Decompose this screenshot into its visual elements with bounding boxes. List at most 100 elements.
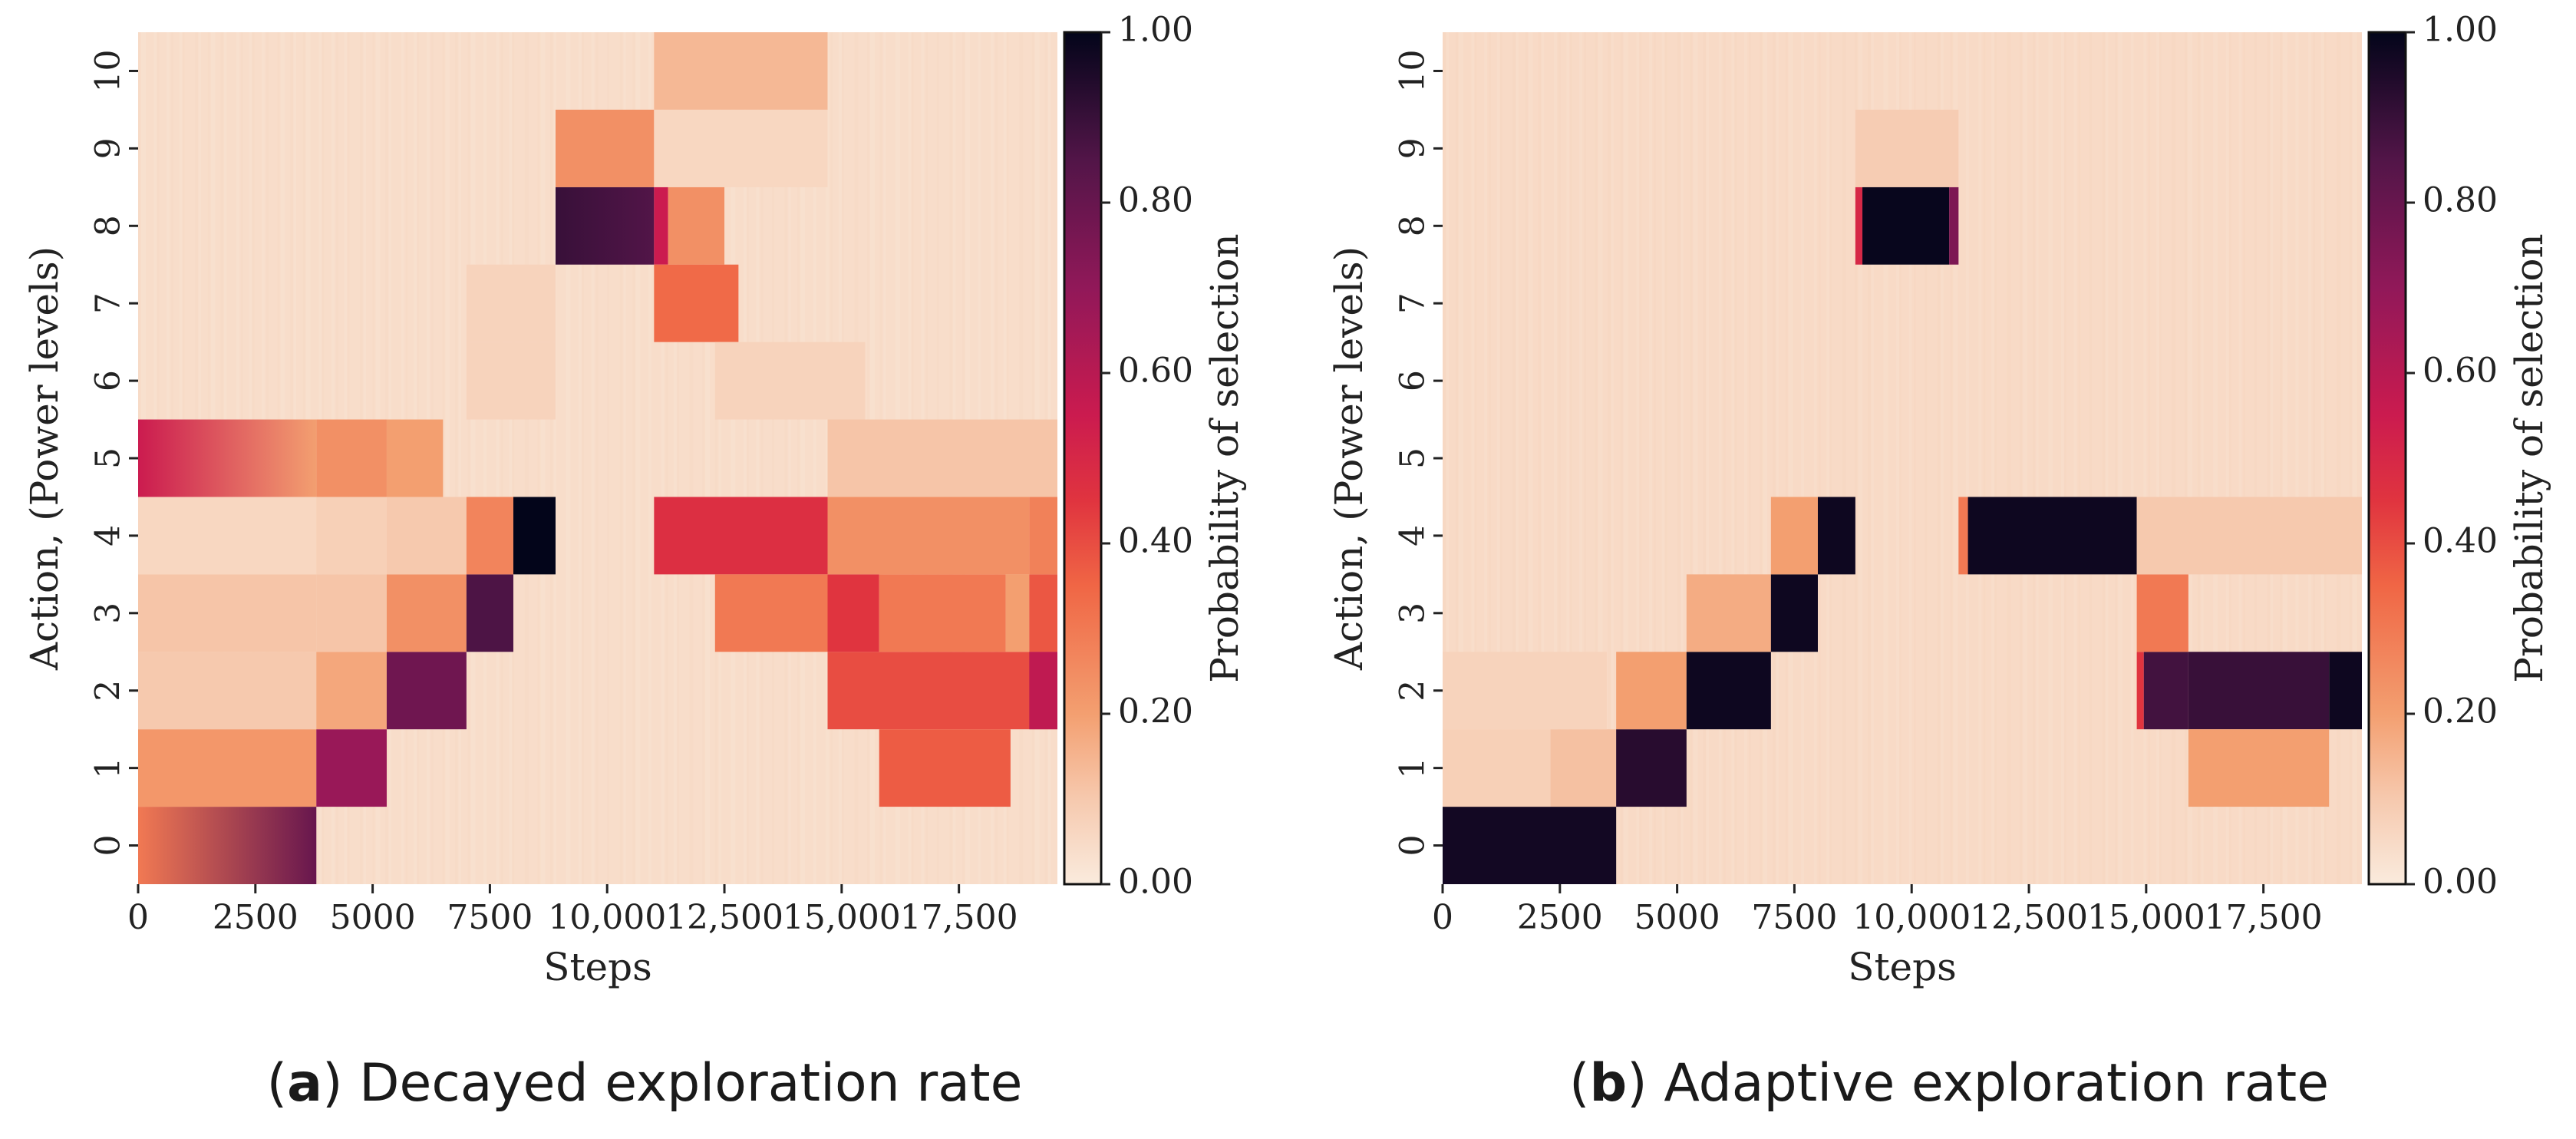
texture-streak (1446, 32, 1450, 884)
texture-streak (1677, 32, 1681, 884)
y-axis-label: Action, (Power levels) (22, 246, 67, 671)
texture-streak (499, 32, 503, 884)
y-tick-label: 8 (1394, 215, 1433, 236)
texture-streak (1579, 32, 1585, 884)
heatmap-cell (138, 729, 317, 807)
texture-streak (1746, 32, 1751, 884)
texture-streak (524, 32, 529, 884)
texture-streak (784, 32, 789, 884)
texture-streak (1981, 32, 1986, 884)
texture-streak (674, 32, 678, 884)
texture-streak (1950, 32, 1953, 884)
heatmap-cell (466, 574, 513, 652)
heatmap-cell (386, 419, 444, 497)
heatmap-cell (654, 497, 828, 575)
texture-streak (1623, 32, 1628, 884)
texture-streak (1528, 32, 1533, 884)
colorbar-tick-label: 0.40 (2423, 522, 2498, 561)
texture-streak (1487, 32, 1491, 884)
heatmap-cell (879, 574, 1006, 652)
texture-streak (591, 32, 596, 884)
texture-streak (2254, 32, 2257, 884)
texture-streak (1496, 32, 1500, 884)
texture-streak (2197, 32, 2202, 884)
y-tick-label: 1 (1394, 758, 1433, 779)
x-axis-label: Steps (1848, 945, 1957, 989)
texture-streak (1664, 32, 1667, 884)
heatmap-cell (1443, 807, 1617, 884)
y-tick-label: 8 (89, 215, 128, 236)
texture-streak (1516, 32, 1519, 884)
y-tick-label: 0 (89, 835, 128, 857)
texture-streak (813, 32, 816, 884)
texture-streak (759, 32, 764, 884)
colorbar-tick-label: 0.20 (1118, 692, 1193, 731)
heatmap-cell (1855, 187, 1863, 265)
texture-streak (622, 32, 626, 884)
texture-streak (550, 32, 554, 884)
texture-streak (1743, 32, 1749, 884)
colorbar: 0.00 0.20 0.40 0.60 0.80 1.00 Probability of s… (2367, 11, 2551, 902)
texture-streak (1608, 32, 1612, 884)
y-tick-label: 0 (1394, 835, 1433, 857)
texture-streak (1566, 32, 1570, 884)
texture-streak (1458, 32, 1463, 884)
texture-streak (2311, 32, 2315, 884)
caption-a: (a) Decayed exploration rate (266, 1053, 1023, 1114)
texture-streak (705, 32, 711, 884)
heatmap-cell (513, 497, 556, 575)
texture-streak (2337, 32, 2341, 884)
heatmap-cell (2188, 729, 2330, 807)
heatmap-cell (1005, 574, 1030, 652)
texture-streak (457, 32, 461, 884)
texture-streak (1870, 32, 1874, 884)
heatmap-cell (827, 652, 1057, 730)
heatmap-cell (1686, 652, 1771, 730)
y-tick-label: 4 (89, 525, 128, 546)
texture-streak (1680, 32, 1684, 884)
texture-streak (1651, 32, 1656, 884)
texture-streak (1690, 32, 1693, 884)
texture-streak (2143, 32, 2149, 884)
texture-streak (2073, 32, 2079, 884)
texture-streak (1661, 32, 1665, 884)
texture-streak (797, 32, 800, 884)
texture-streak (2267, 32, 2271, 884)
texture-streak (1925, 32, 1928, 884)
x-tick-label: 5000 (1634, 898, 1720, 937)
texture-streak (1899, 32, 1901, 884)
texture-streak (1569, 32, 1572, 884)
colorbar-gradient (1063, 31, 1103, 886)
texture-streak (746, 32, 749, 884)
heatmap-cell (1949, 187, 1959, 265)
texture-streak (635, 32, 641, 884)
texture-streak (455, 32, 459, 884)
texture-streak (2187, 32, 2192, 884)
y-tick-label: 10 (89, 49, 128, 92)
y-tick-label: 4 (1394, 525, 1433, 546)
colorbar-tick-label: 0.80 (2423, 181, 2498, 220)
texture-streak (1703, 32, 1707, 884)
heatmap-cell (879, 729, 1011, 807)
texture-streak (582, 32, 584, 884)
heatmap-cell (1550, 729, 1617, 807)
texture-streak (1556, 32, 1561, 884)
heatmap-cell (2136, 497, 2362, 575)
heatmap-cell (714, 574, 828, 652)
heatmap-cell (2188, 652, 2330, 730)
texture-streak (2324, 32, 2327, 884)
x-tick-label: 2500 (213, 898, 298, 937)
heatmap-cell (654, 264, 739, 342)
colorbar-gradient (2367, 31, 2407, 886)
texture-streak (2185, 32, 2187, 884)
colorbar-label: Probability of selection (1202, 233, 1247, 682)
texture-streak (2280, 32, 2282, 884)
heatmap-cell (466, 264, 556, 342)
heatmap-cell (386, 497, 467, 575)
heatmap-cell (555, 109, 655, 187)
texture-streak (2089, 32, 2092, 884)
heatmap-cell (1817, 497, 1855, 575)
texture-streak (2048, 32, 2053, 884)
heatmap-cell (1686, 574, 1771, 652)
texture-streak (467, 32, 470, 884)
